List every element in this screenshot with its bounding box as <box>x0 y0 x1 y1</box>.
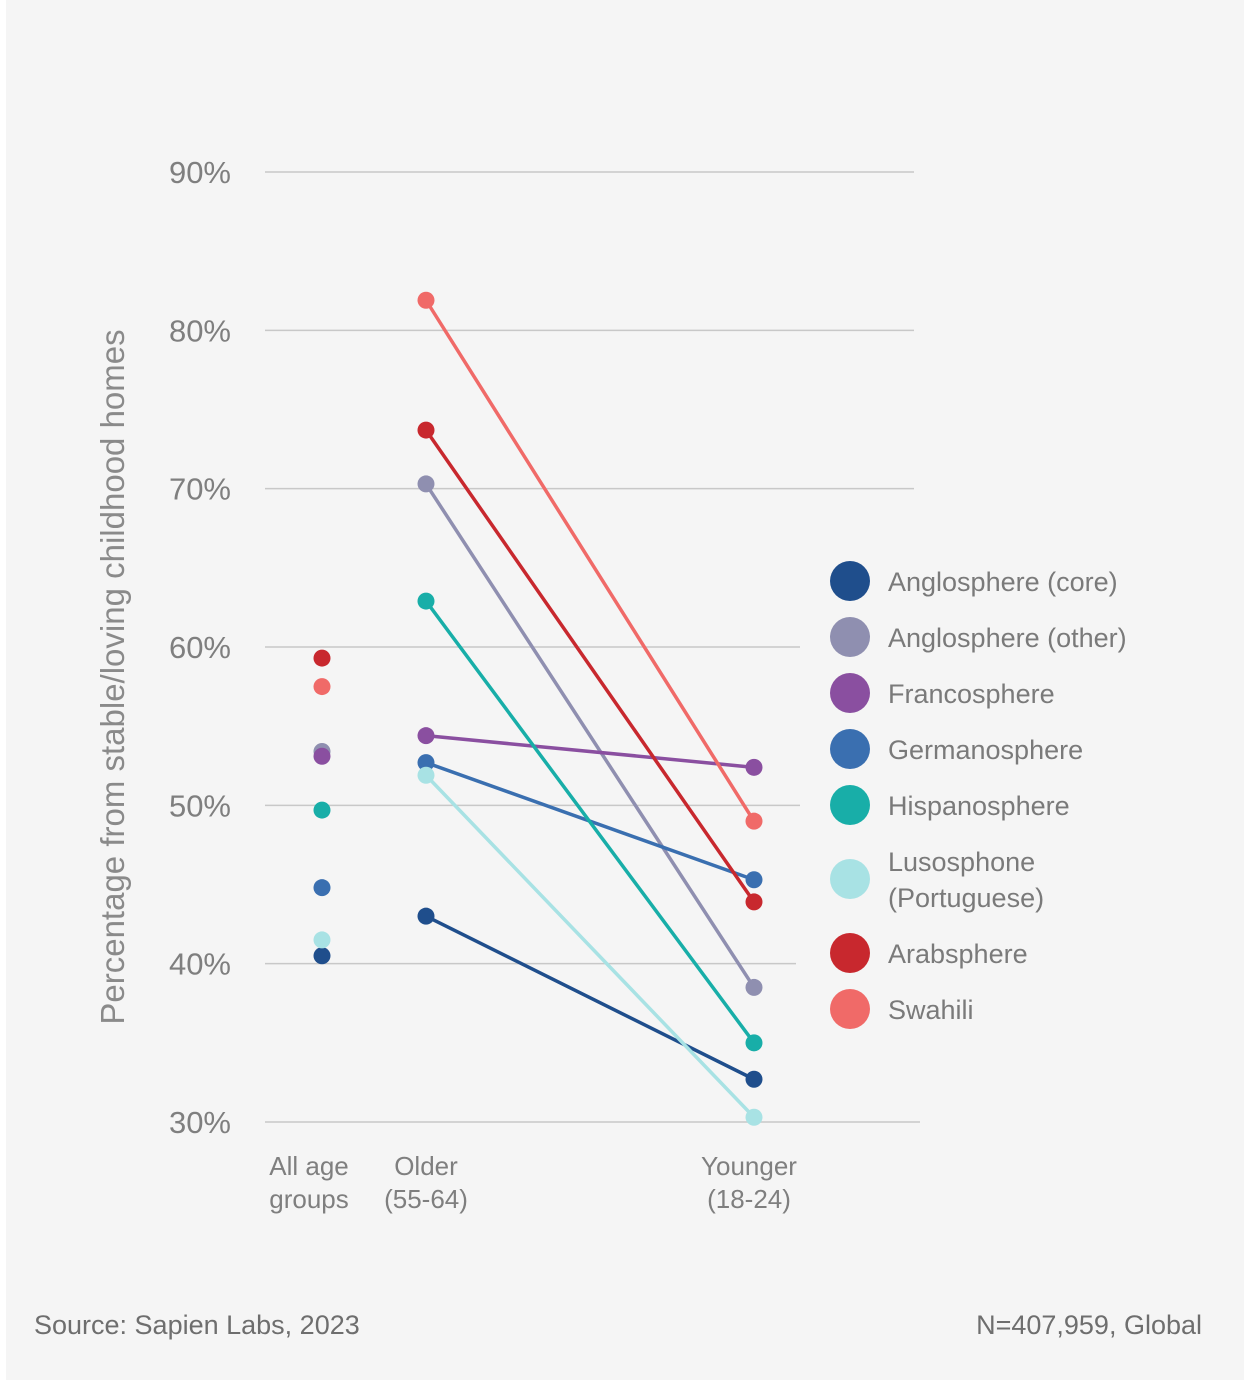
series-points <box>313 291 763 1126</box>
source-note: Source: Sapien Labs, 2023 <box>34 1310 360 1340</box>
x-category-label: All age <box>269 1151 349 1181</box>
x-category-label: (55-64) <box>384 1184 468 1214</box>
data-point <box>313 879 331 897</box>
legend-label: Arabsphere <box>888 939 1028 969</box>
legend-swatch <box>830 989 870 1029</box>
sample-size-note: N=407,959, Global <box>976 1310 1202 1340</box>
y-tick-label: 60% <box>169 630 231 665</box>
y-tick-label: 50% <box>169 788 231 823</box>
legend-label: Anglosphere (other) <box>888 623 1127 653</box>
legend-swatch <box>830 785 870 825</box>
data-point <box>745 1034 763 1052</box>
y-tick-label: 90% <box>169 155 231 190</box>
x-category-label: groups <box>269 1184 349 1214</box>
data-point <box>313 747 331 765</box>
legend-swatch <box>830 859 870 899</box>
data-point <box>745 893 763 911</box>
y-tick-label: 40% <box>169 947 231 982</box>
legend-label: Swahili <box>888 995 974 1025</box>
data-point <box>417 291 435 309</box>
data-point <box>313 947 331 965</box>
series-line <box>424 914 756 1081</box>
series-lines <box>424 298 756 1119</box>
chart-background <box>6 0 1244 1380</box>
x-category-label: Older <box>394 1151 458 1181</box>
legend-label: Lusosphone <box>888 847 1035 877</box>
data-point <box>313 931 331 949</box>
data-point <box>745 812 763 830</box>
data-point <box>313 801 331 819</box>
x-category-label: Younger <box>701 1151 797 1181</box>
series-line <box>424 428 756 904</box>
data-point <box>417 592 435 610</box>
data-point <box>417 475 435 493</box>
y-tick-label: 80% <box>169 313 231 348</box>
series-line <box>424 482 756 990</box>
gridlines <box>265 171 920 1123</box>
data-point <box>313 649 331 667</box>
legend-swatch <box>830 561 870 601</box>
data-point <box>417 907 435 925</box>
legend: Anglosphere (core) Anglosphere (other) Fra… <box>830 561 1127 1029</box>
series-line <box>424 773 756 1119</box>
data-point <box>417 421 435 439</box>
legend-label: Anglosphere (core) <box>888 567 1118 597</box>
legend-label: (Portuguese) <box>888 883 1044 913</box>
legend-swatch <box>830 933 870 973</box>
y-axis-ticks: 30% 40% 50% 60% 70% 80% 90% <box>169 155 231 1140</box>
series-line <box>424 298 756 823</box>
x-category-label: (18-24) <box>707 1184 791 1214</box>
legend-swatch <box>830 729 870 769</box>
y-tick-label: 30% <box>169 1105 231 1140</box>
data-point <box>417 727 435 745</box>
y-axis-label: Percentage from stable/loving childhood … <box>94 329 131 1024</box>
data-point <box>313 678 331 696</box>
data-point <box>745 871 763 889</box>
data-point <box>417 754 435 772</box>
data-point <box>745 1108 763 1126</box>
series-line <box>424 733 756 770</box>
legend-swatch <box>830 617 870 657</box>
data-point <box>745 1070 763 1088</box>
legend-label: Germanosphere <box>888 735 1083 765</box>
data-point <box>417 766 435 784</box>
legend-swatch <box>830 673 870 713</box>
legend-label: Francosphere <box>888 679 1055 709</box>
data-point <box>745 978 763 996</box>
legend-label: Hispanosphere <box>888 791 1070 821</box>
y-tick-label: 70% <box>169 472 231 507</box>
data-point <box>745 758 763 776</box>
series-line <box>424 599 756 1045</box>
